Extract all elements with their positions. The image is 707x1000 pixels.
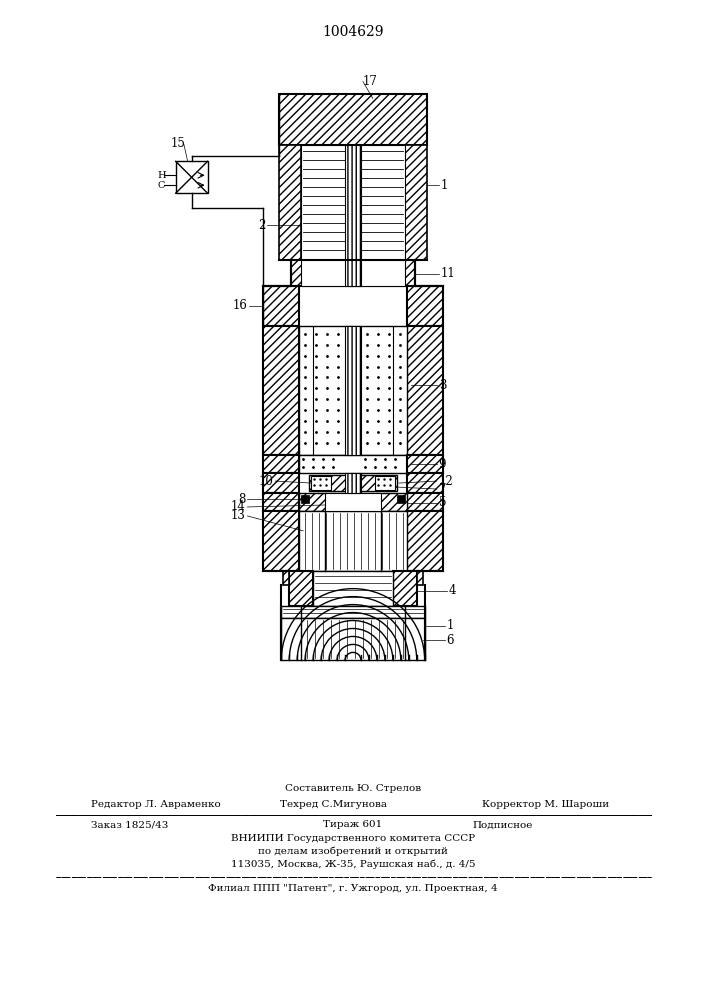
Text: 8: 8	[238, 493, 245, 506]
Text: 16: 16	[233, 299, 247, 312]
Text: 1: 1	[447, 619, 454, 632]
Bar	[416, 571, 423, 585]
Bar	[299, 455, 407, 473]
Bar	[375, 476, 395, 490]
Text: Редактор Л. Авраменко: Редактор Л. Авраменко	[91, 800, 221, 809]
Text: Н: Н	[158, 171, 166, 180]
Bar	[309, 475, 397, 491]
Text: Составитель Ю. Стрелов: Составитель Ю. Стрелов	[285, 784, 421, 793]
Bar	[289, 571, 313, 606]
Text: 113035, Москва, Ж-35, Раушская наб., д. 4/5: 113035, Москва, Ж-35, Раушская наб., д. …	[230, 860, 475, 869]
Text: 15: 15	[170, 137, 186, 150]
Text: 9: 9	[438, 458, 446, 471]
Text: 6: 6	[447, 634, 454, 647]
Bar	[301, 260, 405, 286]
Bar	[281, 606, 425, 618]
Text: 17: 17	[363, 75, 378, 88]
Bar	[263, 455, 299, 473]
Bar	[176, 161, 208, 193]
Bar	[345, 326, 361, 455]
Bar	[279, 145, 301, 260]
Bar	[263, 286, 299, 326]
Bar	[263, 326, 299, 455]
Bar	[325, 493, 381, 511]
Bar	[407, 326, 443, 455]
Bar	[407, 493, 443, 511]
Text: 3: 3	[438, 379, 446, 392]
Bar	[301, 495, 309, 503]
Bar	[345, 145, 361, 260]
Bar	[284, 571, 289, 585]
Text: 1004629: 1004629	[322, 25, 384, 39]
Bar	[291, 260, 415, 286]
Bar	[407, 286, 443, 326]
Text: Корректор М. Шароши: Корректор М. Шароши	[482, 800, 609, 809]
Bar	[279, 94, 427, 145]
Bar	[281, 618, 425, 660]
Text: 4: 4	[449, 584, 456, 597]
Bar	[263, 473, 299, 493]
Text: С: С	[158, 181, 165, 190]
Bar	[299, 493, 407, 511]
Text: Заказ 1825/43: Заказ 1825/43	[91, 820, 168, 829]
Bar	[263, 511, 299, 571]
Bar	[397, 495, 405, 503]
Bar	[405, 145, 427, 260]
Text: 13: 13	[230, 509, 245, 522]
Text: Подписное: Подписное	[472, 820, 533, 829]
Bar	[345, 260, 361, 286]
Text: ВНИИПИ Государственного комитета СССР: ВНИИПИ Государственного комитета СССР	[231, 834, 475, 843]
Bar	[299, 326, 407, 455]
Text: 11: 11	[440, 267, 455, 280]
Bar	[313, 571, 393, 606]
Text: 12: 12	[438, 475, 453, 488]
Bar	[407, 473, 443, 493]
Bar	[301, 145, 405, 260]
Bar	[407, 455, 443, 473]
Text: 5: 5	[438, 496, 446, 509]
Bar	[393, 571, 416, 606]
Text: Филиал ППП "Патент", г. Ужгород, ул. Проектная, 4: Филиал ППП "Патент", г. Ужгород, ул. Про…	[208, 884, 498, 893]
Text: 1: 1	[440, 179, 448, 192]
Text: 10: 10	[259, 475, 274, 488]
Text: Техред С.Мигунова: Техред С.Мигунова	[279, 800, 387, 809]
Text: 2: 2	[258, 219, 265, 232]
Text: 14: 14	[230, 500, 245, 513]
Text: 7: 7	[438, 483, 446, 496]
Bar	[407, 511, 443, 571]
Bar	[299, 511, 407, 571]
Bar	[311, 476, 331, 490]
Bar	[263, 493, 299, 511]
Bar	[345, 473, 361, 493]
Text: по делам изобретений и открытий: по делам изобретений и открытий	[258, 847, 448, 856]
Text: Тираж 601: Тираж 601	[323, 820, 382, 829]
